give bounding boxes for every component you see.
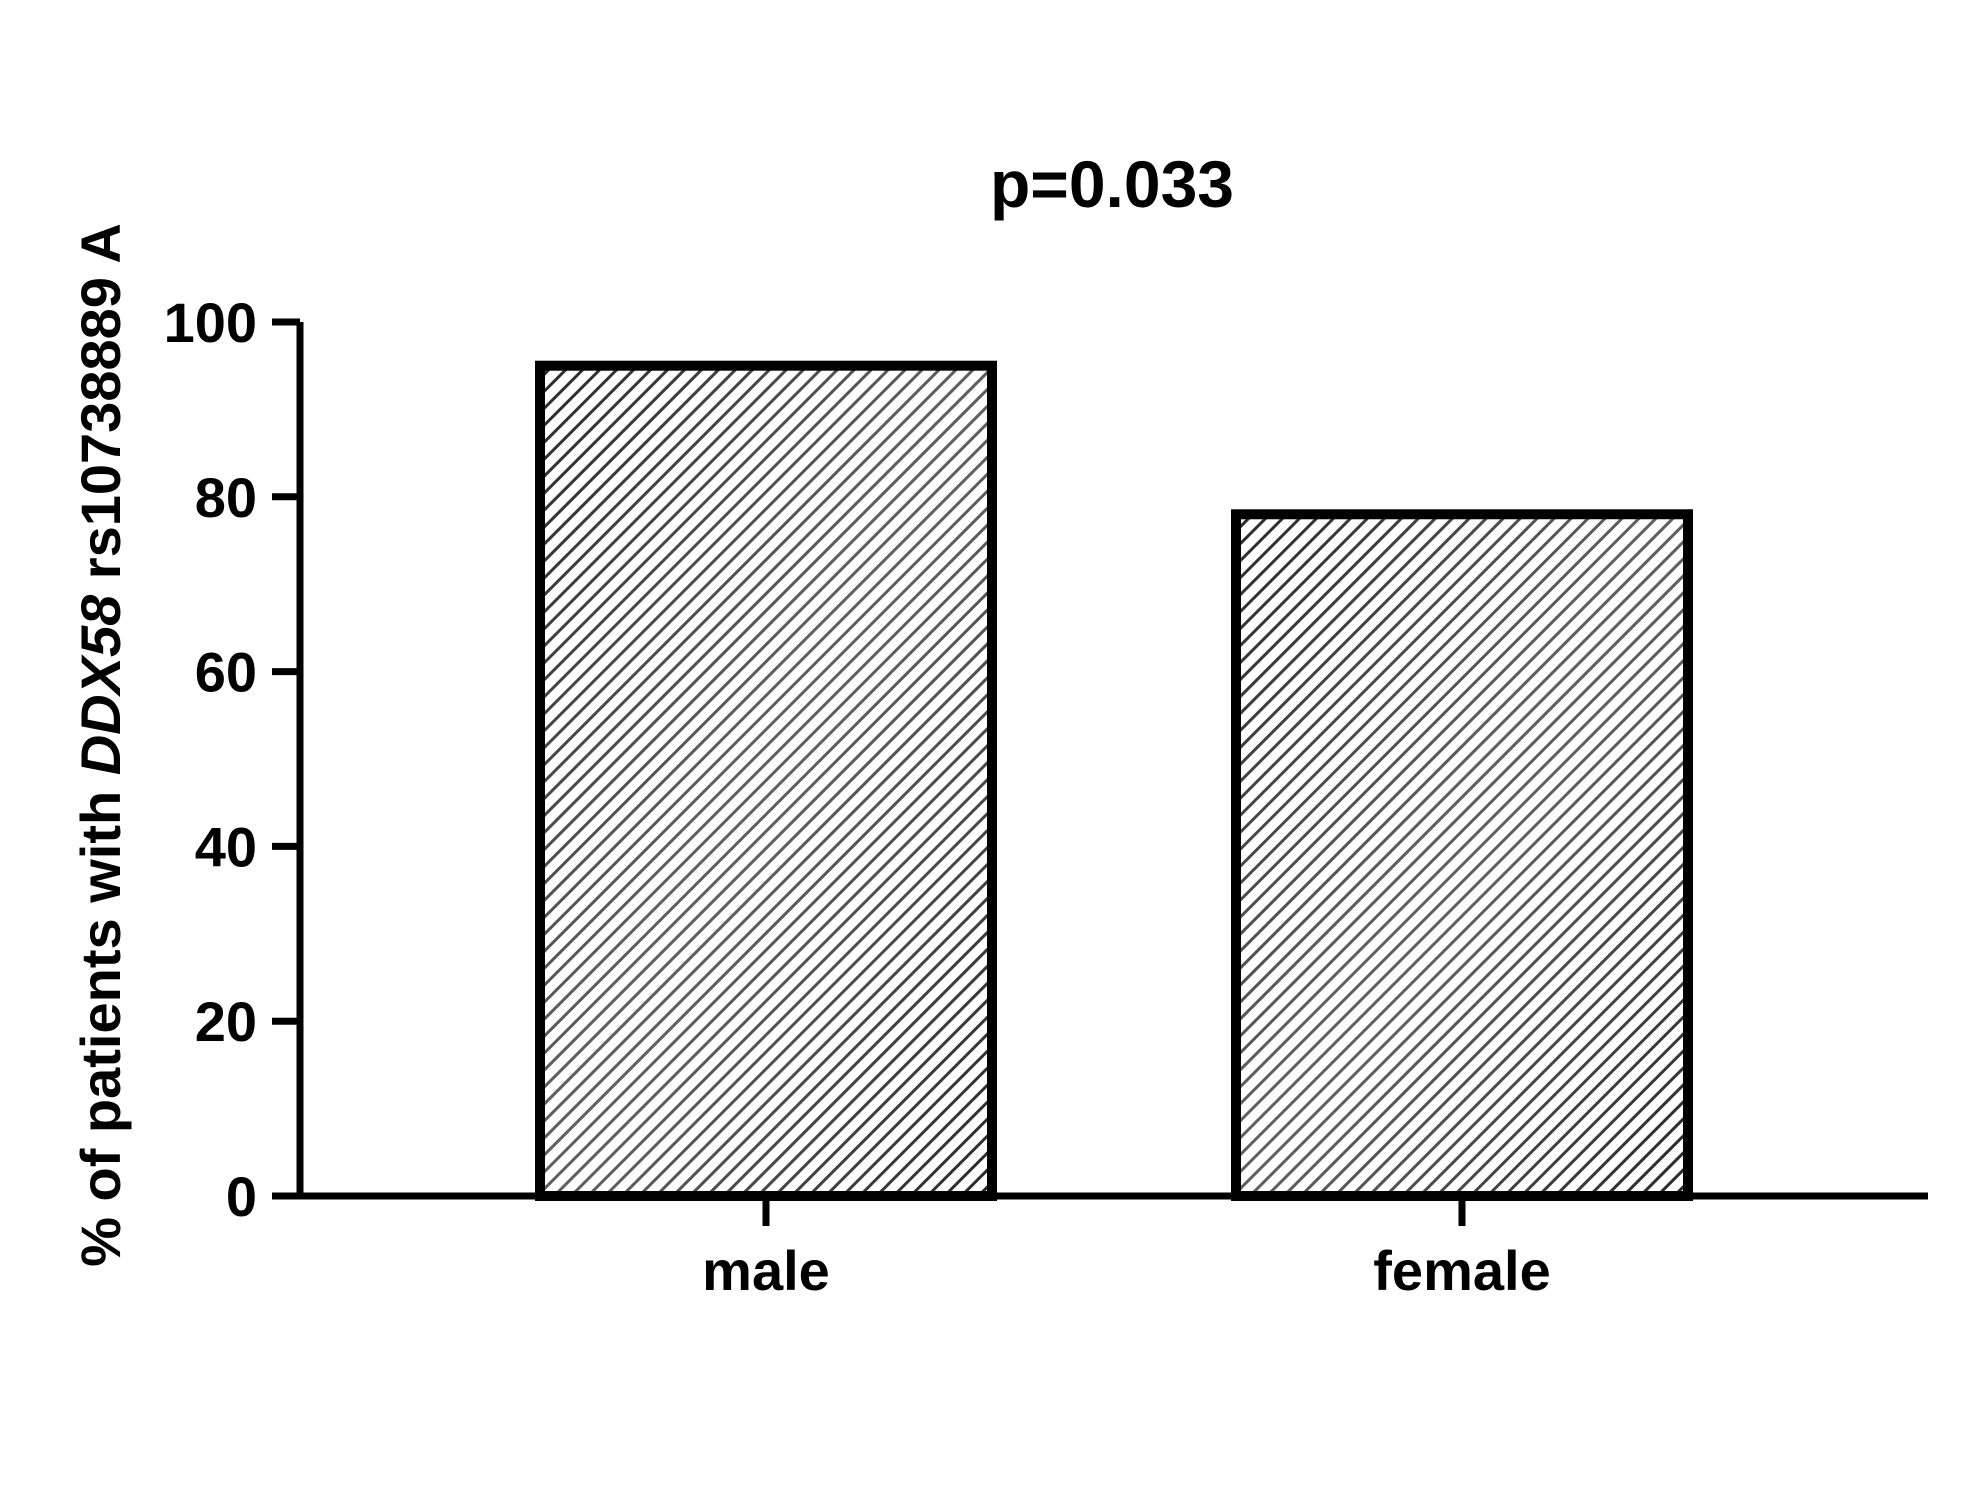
y-axis-label-part: rs10738889 A bbox=[69, 223, 132, 595]
x-category-label: female bbox=[1373, 1239, 1550, 1302]
y-tick-label: 40 bbox=[195, 815, 257, 878]
axes-layer: 0 20 40 60 80 100 male female bbox=[164, 291, 1928, 1302]
x-category-label: male bbox=[702, 1239, 830, 1302]
y-tick-label: 80 bbox=[195, 466, 257, 529]
y-tick-label: 0 bbox=[226, 1165, 257, 1228]
p-value-annotation: p=0.033 bbox=[990, 147, 1234, 221]
y-axis-label-part: % of patients with bbox=[69, 775, 132, 1267]
bar-sheen-male bbox=[545, 370, 987, 1191]
bar-sheen-female bbox=[1241, 519, 1683, 1191]
y-axis-label: % of patients with DDX58 rs10738889 A bbox=[69, 223, 132, 1267]
y-tick-label: 20 bbox=[195, 990, 257, 1053]
y-axis-label-part: DDX58 bbox=[69, 594, 132, 775]
y-tick-label: 60 bbox=[195, 641, 257, 704]
bars-layer bbox=[535, 360, 1693, 1201]
y-tick-label: 100 bbox=[164, 291, 257, 354]
